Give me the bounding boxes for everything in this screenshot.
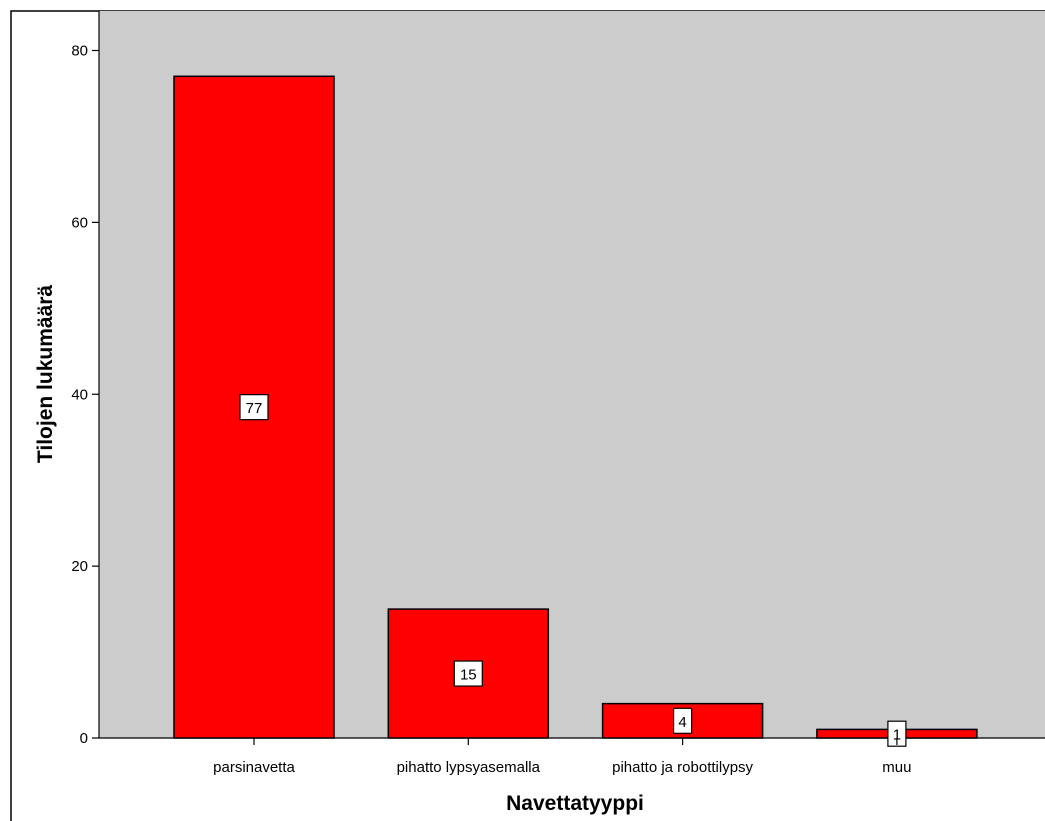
data-label-box: [239, 394, 269, 421]
x-axis-title: Navettatyyppi: [506, 792, 644, 815]
data-label: 77: [246, 400, 263, 417]
y-tick-label: 20: [71, 558, 88, 575]
data-label-box: [887, 720, 907, 747]
y-tick-label: 40: [71, 386, 88, 403]
y-axis-ticks: 0 20 40 60 80: [71, 43, 99, 747]
data-label-box: [672, 707, 693, 734]
x-tick-label: pihatto lypsyasemalla: [397, 759, 541, 776]
bars-group: 77 15 4 1: [173, 75, 978, 747]
data-label: 4: [678, 714, 686, 731]
y-tick-label: 0: [80, 730, 88, 747]
bar: [173, 75, 335, 739]
y-axis-title: Tilojen lukumäärä: [34, 285, 57, 463]
x-tick-label: parsinavetta: [213, 759, 295, 776]
y-tick-label: 60: [71, 214, 88, 231]
x-tick-label: muu: [882, 759, 911, 776]
x-tick-label: pihatto ja robottilypsy: [612, 759, 753, 776]
data-label-box: [453, 660, 483, 687]
x-axis-ticks: parsinavetta pihatto lypsyasemalla pihatto…: [213, 738, 911, 776]
y-tick-label: 80: [71, 43, 88, 60]
data-label: 1: [893, 727, 901, 744]
data-label: 15: [460, 667, 477, 684]
